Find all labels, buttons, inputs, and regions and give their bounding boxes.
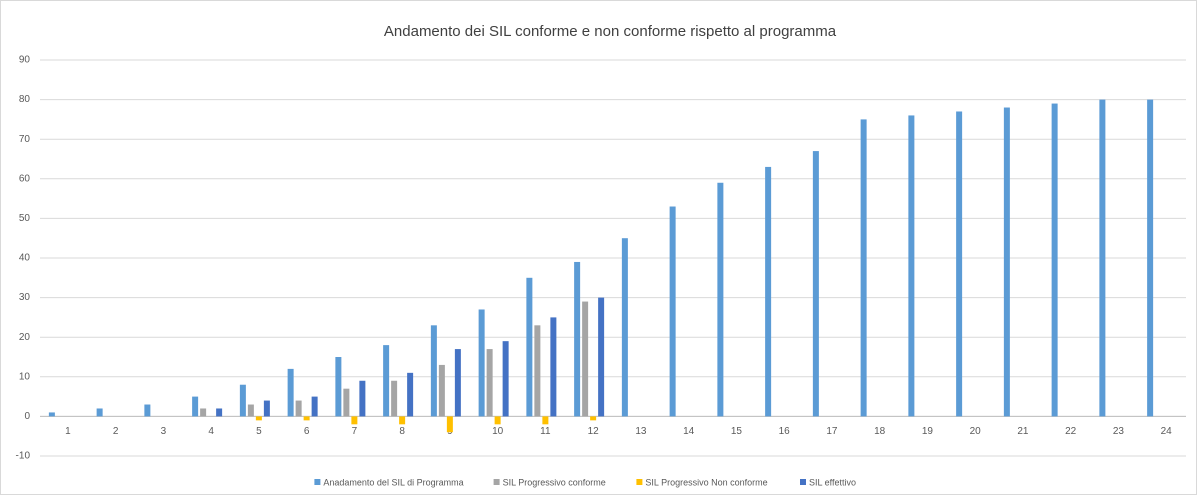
bar <box>192 396 199 417</box>
bar <box>454 349 461 417</box>
x-tick-label: 22 <box>1065 426 1077 437</box>
x-tick-label: 4 <box>208 426 214 437</box>
bar <box>956 111 963 417</box>
bar <box>239 384 246 417</box>
x-tick-label: 17 <box>826 426 838 437</box>
bar <box>1099 99 1106 417</box>
bar <box>335 357 342 417</box>
bar <box>550 317 557 417</box>
x-tick-label: 23 <box>1113 426 1125 437</box>
bar <box>574 261 581 417</box>
x-tick-label: 2 <box>113 426 119 437</box>
x-tick-label: 7 <box>352 426 358 437</box>
bar <box>1147 99 1154 417</box>
bar <box>526 277 533 417</box>
bar <box>669 206 676 417</box>
legend-swatch <box>314 479 321 485</box>
bar <box>502 341 509 417</box>
legend-label: SIL effettivo <box>809 477 856 487</box>
bar <box>812 151 819 417</box>
bar <box>216 408 223 417</box>
y-tick-label: 0 <box>24 411 30 422</box>
bar <box>1003 107 1010 417</box>
x-tick-label: 1 <box>65 426 71 437</box>
bar <box>590 416 597 421</box>
legend-label: SIL Progressivo conforme <box>503 477 606 487</box>
y-tick-label: 10 <box>19 371 31 382</box>
x-tick-label: 8 <box>399 426 405 437</box>
bar <box>908 115 915 417</box>
x-tick-label: 13 <box>635 426 647 437</box>
legend-swatch <box>636 479 643 485</box>
x-tick-label: 18 <box>874 426 886 437</box>
x-tick-label: 5 <box>256 426 262 437</box>
y-tick-label: 20 <box>19 332 31 343</box>
bar <box>144 404 151 417</box>
bar <box>542 416 549 425</box>
x-tick-label: 14 <box>683 426 695 437</box>
bar <box>303 416 310 421</box>
y-tick-label: 50 <box>19 213 31 224</box>
bar <box>343 388 350 417</box>
bar <box>359 380 366 417</box>
bar <box>255 416 262 421</box>
bar <box>295 400 302 417</box>
y-tick-label: 80 <box>19 94 31 105</box>
bar <box>717 182 724 417</box>
bar <box>311 396 318 417</box>
bar <box>582 301 589 417</box>
legend-swatch <box>493 479 500 485</box>
x-tick-label: 11 <box>540 426 551 437</box>
bar <box>534 325 541 417</box>
bar <box>96 408 103 417</box>
bar <box>598 297 605 417</box>
x-tick-label: 12 <box>588 426 600 437</box>
bar <box>446 416 453 433</box>
y-tick-label: 60 <box>19 173 31 184</box>
x-tick-label: 3 <box>161 426 167 437</box>
bar <box>399 416 406 425</box>
bar <box>391 380 398 417</box>
bar <box>200 408 207 417</box>
bar <box>486 349 493 417</box>
x-tick-label: 19 <box>922 426 934 437</box>
y-tick-label: -10 <box>16 451 31 462</box>
bar <box>287 368 294 417</box>
x-tick-label: 15 <box>731 426 743 437</box>
bar <box>438 364 445 417</box>
x-tick-label: 16 <box>779 426 791 437</box>
legend-label: SIL Progressivo Non conforme <box>645 477 767 487</box>
bar <box>407 372 414 417</box>
bar <box>860 119 867 417</box>
y-tick-label: 30 <box>19 292 31 303</box>
y-tick-label: 40 <box>19 253 31 264</box>
bar <box>1051 103 1058 417</box>
bar <box>383 345 390 417</box>
x-tick-label: 21 <box>1017 426 1029 437</box>
y-tick-label: 70 <box>19 134 31 145</box>
bar <box>621 238 628 417</box>
x-tick-label: 6 <box>304 426 310 437</box>
bar <box>263 400 270 417</box>
bar <box>430 325 437 417</box>
x-tick-label: 10 <box>492 426 504 437</box>
bar <box>351 416 358 425</box>
x-tick-label: 24 <box>1161 426 1173 437</box>
bar <box>765 166 772 417</box>
bar <box>48 412 55 417</box>
bar <box>494 416 501 425</box>
legend-label: Anadamento del SIL di Programma <box>323 477 463 487</box>
chart-title: Andamento dei SIL conforme e non conform… <box>384 23 837 40</box>
y-tick-label: 90 <box>19 55 31 66</box>
bar <box>478 309 485 417</box>
bar <box>247 404 254 417</box>
legend-swatch <box>800 479 806 485</box>
x-tick-label: 20 <box>970 426 982 437</box>
